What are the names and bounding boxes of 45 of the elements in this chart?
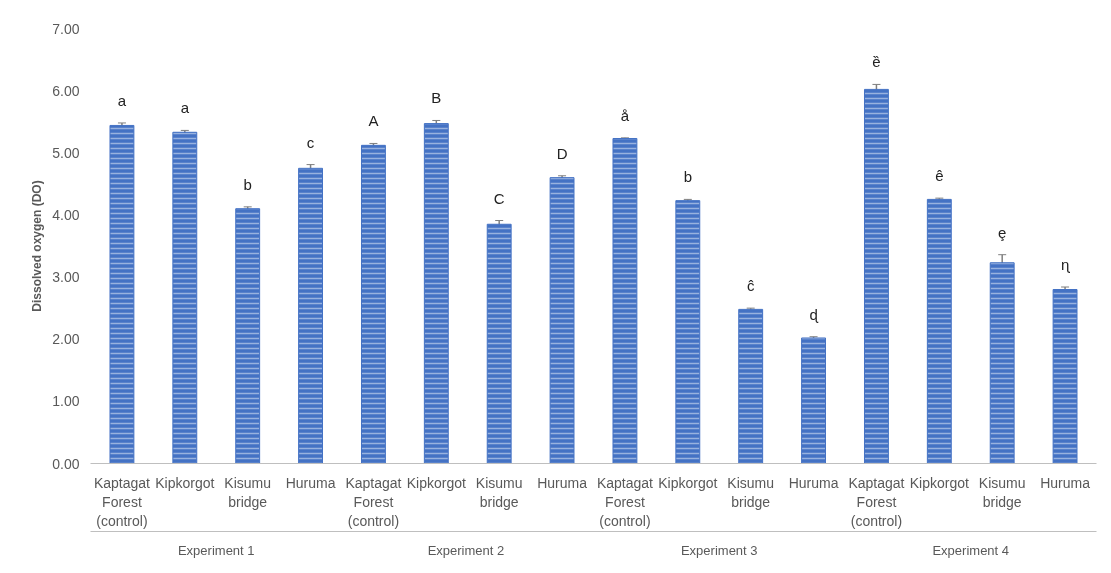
x-tick-label: Kipkorgot: [406, 474, 466, 491]
text: Experiment 4: [932, 542, 1010, 558]
y-tick-label: 0.00: [52, 455, 80, 472]
data-label: ɳ: [1060, 256, 1070, 274]
x-tick-label: Huruma: [1040, 474, 1091, 491]
data-label: a: [180, 99, 190, 117]
x-tick-label: Kisumu bridge: [475, 474, 523, 510]
y-axis-title: Dissolved oxygen (DO): [30, 180, 45, 312]
data-label: ê: [935, 167, 944, 185]
data-label: b: [683, 168, 692, 186]
y-tick-label: 1.00: [52, 393, 80, 410]
data-label: ĉ: [746, 277, 755, 295]
x-tick-label: Huruma: [285, 474, 336, 491]
y-tick-label: 4.00: [52, 206, 80, 223]
data-label: C: [493, 189, 505, 207]
data-label: c: [306, 133, 315, 151]
x-tick-label: Kaptagat Forest (control): [93, 474, 151, 529]
text: Experiment 3: [680, 542, 758, 558]
y-tick-label: 7.00: [52, 20, 80, 37]
data-label: ȩ: [998, 223, 1007, 241]
x-tick-label: Kipkorgot: [909, 474, 969, 491]
data-label: A: [368, 112, 379, 130]
data-label: b: [243, 175, 252, 193]
y-tick-label: 3.00: [52, 269, 80, 286]
x-tick-label: Kaptagat Forest (control): [345, 474, 402, 529]
y-tick-label: 5.00: [52, 144, 80, 161]
y-tick-label: 2.00: [52, 331, 80, 348]
data-label: ɖ: [809, 305, 819, 323]
x-tick-label: Kisumu bridge: [224, 474, 272, 510]
x-tick-label: Huruma: [788, 474, 839, 491]
x-tick-label: Kaptagat Forest (control): [848, 474, 905, 529]
x-tick-label: Huruma: [537, 474, 588, 491]
x-tick-label: Kisumu bridge: [978, 474, 1026, 510]
y-tick-label: 6.00: [52, 82, 80, 99]
text: Experiment 2: [427, 542, 505, 558]
text: Experiment 1: [177, 542, 255, 558]
data-label: D: [556, 144, 568, 162]
data-label: å: [620, 106, 630, 124]
data-label: ȅ: [872, 53, 881, 71]
data-label: a: [117, 91, 127, 109]
data-label: B: [431, 89, 442, 107]
x-tick-label: Kaptagat Forest (control): [596, 474, 654, 529]
x-tick-label: Kipkorgot: [658, 474, 718, 491]
x-tick-label: Kipkorgot: [155, 474, 215, 491]
x-tick-label: Kisumu bridge: [727, 474, 775, 510]
